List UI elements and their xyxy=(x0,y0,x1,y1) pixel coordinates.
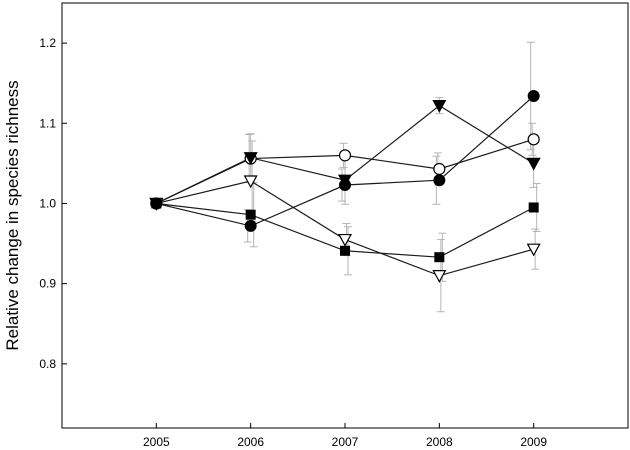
marker-square-filled-1 xyxy=(245,209,256,220)
marker-square-filled-2 xyxy=(340,245,350,256)
y-tick-label-3: 1.1 xyxy=(39,116,56,130)
y-axis: 0.8 0.9 1.0 1.1 1.2 xyxy=(39,36,67,371)
marker-triangle-down-open-3 xyxy=(432,270,447,283)
marker-square-filled-3 xyxy=(434,252,445,263)
y-tick-label-2: 1.0 xyxy=(39,196,56,210)
x-tick-label-2008: 2008 xyxy=(426,435,453,449)
marker-triangle-down-filled-4 xyxy=(526,157,541,171)
marker-circle-filled-4 xyxy=(527,90,540,103)
marker-circle-filled-1 xyxy=(244,219,257,232)
marker-square-filled-0 xyxy=(151,198,162,209)
x-tick-label-2009: 2009 xyxy=(520,435,547,449)
marker-circle-open-3 xyxy=(433,162,446,176)
error-bars xyxy=(243,41,541,313)
y-axis-title: Relative change in species richness xyxy=(3,80,22,350)
y-tick-label-4: 1.2 xyxy=(39,36,56,50)
x-tick-label-2007: 2007 xyxy=(332,435,359,449)
y-tick-label-0: 0.8 xyxy=(39,357,56,371)
series-markers xyxy=(149,90,541,283)
x-axis: 2005 2006 2007 2008 2009 xyxy=(143,423,547,449)
marker-circle-open-4 xyxy=(527,133,540,146)
x-tick-label-2005: 2005 xyxy=(143,435,170,449)
marker-triangle-down-filled-3 xyxy=(432,100,447,113)
marker-triangle-down-open-2 xyxy=(337,233,353,247)
marker-triangle-down-filled-2 xyxy=(337,174,353,188)
marker-circle-filled-3 xyxy=(433,174,446,187)
y-tick-label-1: 0.9 xyxy=(39,277,56,291)
marker-square-filled-4 xyxy=(528,202,539,213)
marker-circle-open-2 xyxy=(338,149,352,162)
marker-triangle-down-open-4 xyxy=(526,243,541,257)
plot-frame xyxy=(61,2,629,429)
marker-triangle-down-filled-1 xyxy=(243,152,258,166)
x-tick-label-2006: 2006 xyxy=(237,435,264,449)
marker-triangle-down-open-1 xyxy=(243,175,258,189)
